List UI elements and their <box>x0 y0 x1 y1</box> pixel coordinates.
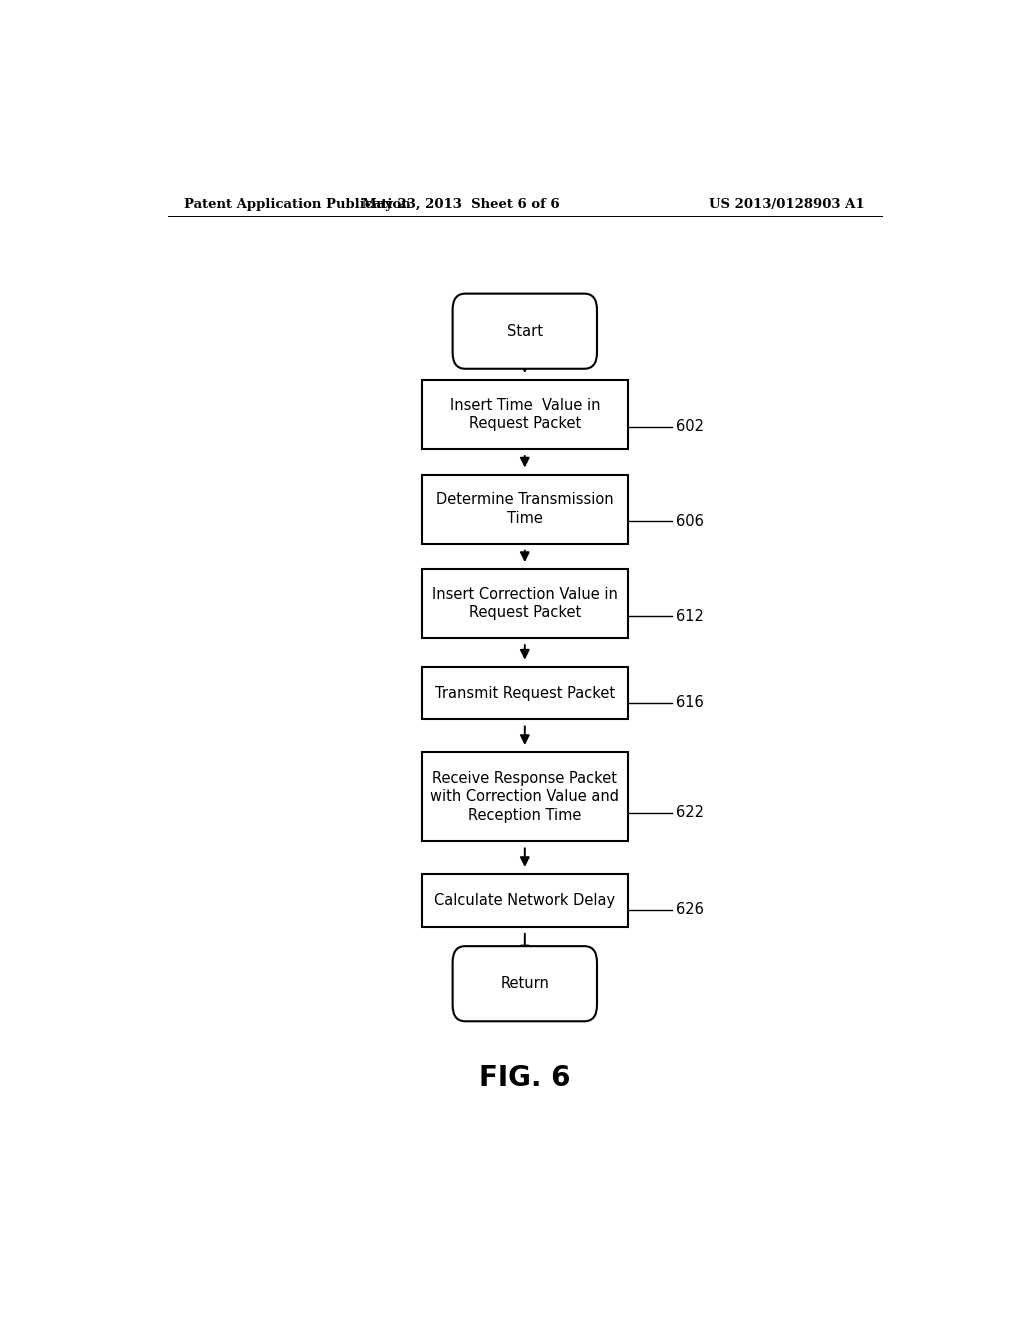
Bar <box>422 874 628 927</box>
Bar <box>422 569 628 638</box>
Text: 606: 606 <box>676 513 703 529</box>
Bar <box>422 752 628 841</box>
Text: Determine Transmission
Time: Determine Transmission Time <box>436 492 613 525</box>
Text: Receive Response Packet
with Correction Value and
Reception Time: Receive Response Packet with Correction … <box>430 771 620 822</box>
Text: 622: 622 <box>676 805 703 820</box>
Text: 602: 602 <box>676 420 703 434</box>
Text: Transmit Request Packet: Transmit Request Packet <box>435 685 614 701</box>
Text: Calculate Network Delay: Calculate Network Delay <box>434 892 615 908</box>
Bar <box>422 667 628 719</box>
Text: 612: 612 <box>676 609 703 623</box>
Text: FIG. 6: FIG. 6 <box>479 1064 570 1092</box>
Text: 626: 626 <box>676 903 703 917</box>
Text: Insert Correction Value in
Request Packet: Insert Correction Value in Request Packe… <box>432 587 617 620</box>
Text: US 2013/0128903 A1: US 2013/0128903 A1 <box>709 198 864 211</box>
Bar <box>422 380 628 449</box>
Text: Start: Start <box>507 323 543 339</box>
FancyBboxPatch shape <box>453 293 597 368</box>
FancyBboxPatch shape <box>453 946 597 1022</box>
Text: Insert Time  Value in
Request Packet: Insert Time Value in Request Packet <box>450 397 600 432</box>
Text: 616: 616 <box>676 696 703 710</box>
Text: Patent Application Publication: Patent Application Publication <box>183 198 411 211</box>
Text: Return: Return <box>501 977 549 991</box>
Text: May 23, 2013  Sheet 6 of 6: May 23, 2013 Sheet 6 of 6 <box>362 198 560 211</box>
Bar <box>422 474 628 544</box>
